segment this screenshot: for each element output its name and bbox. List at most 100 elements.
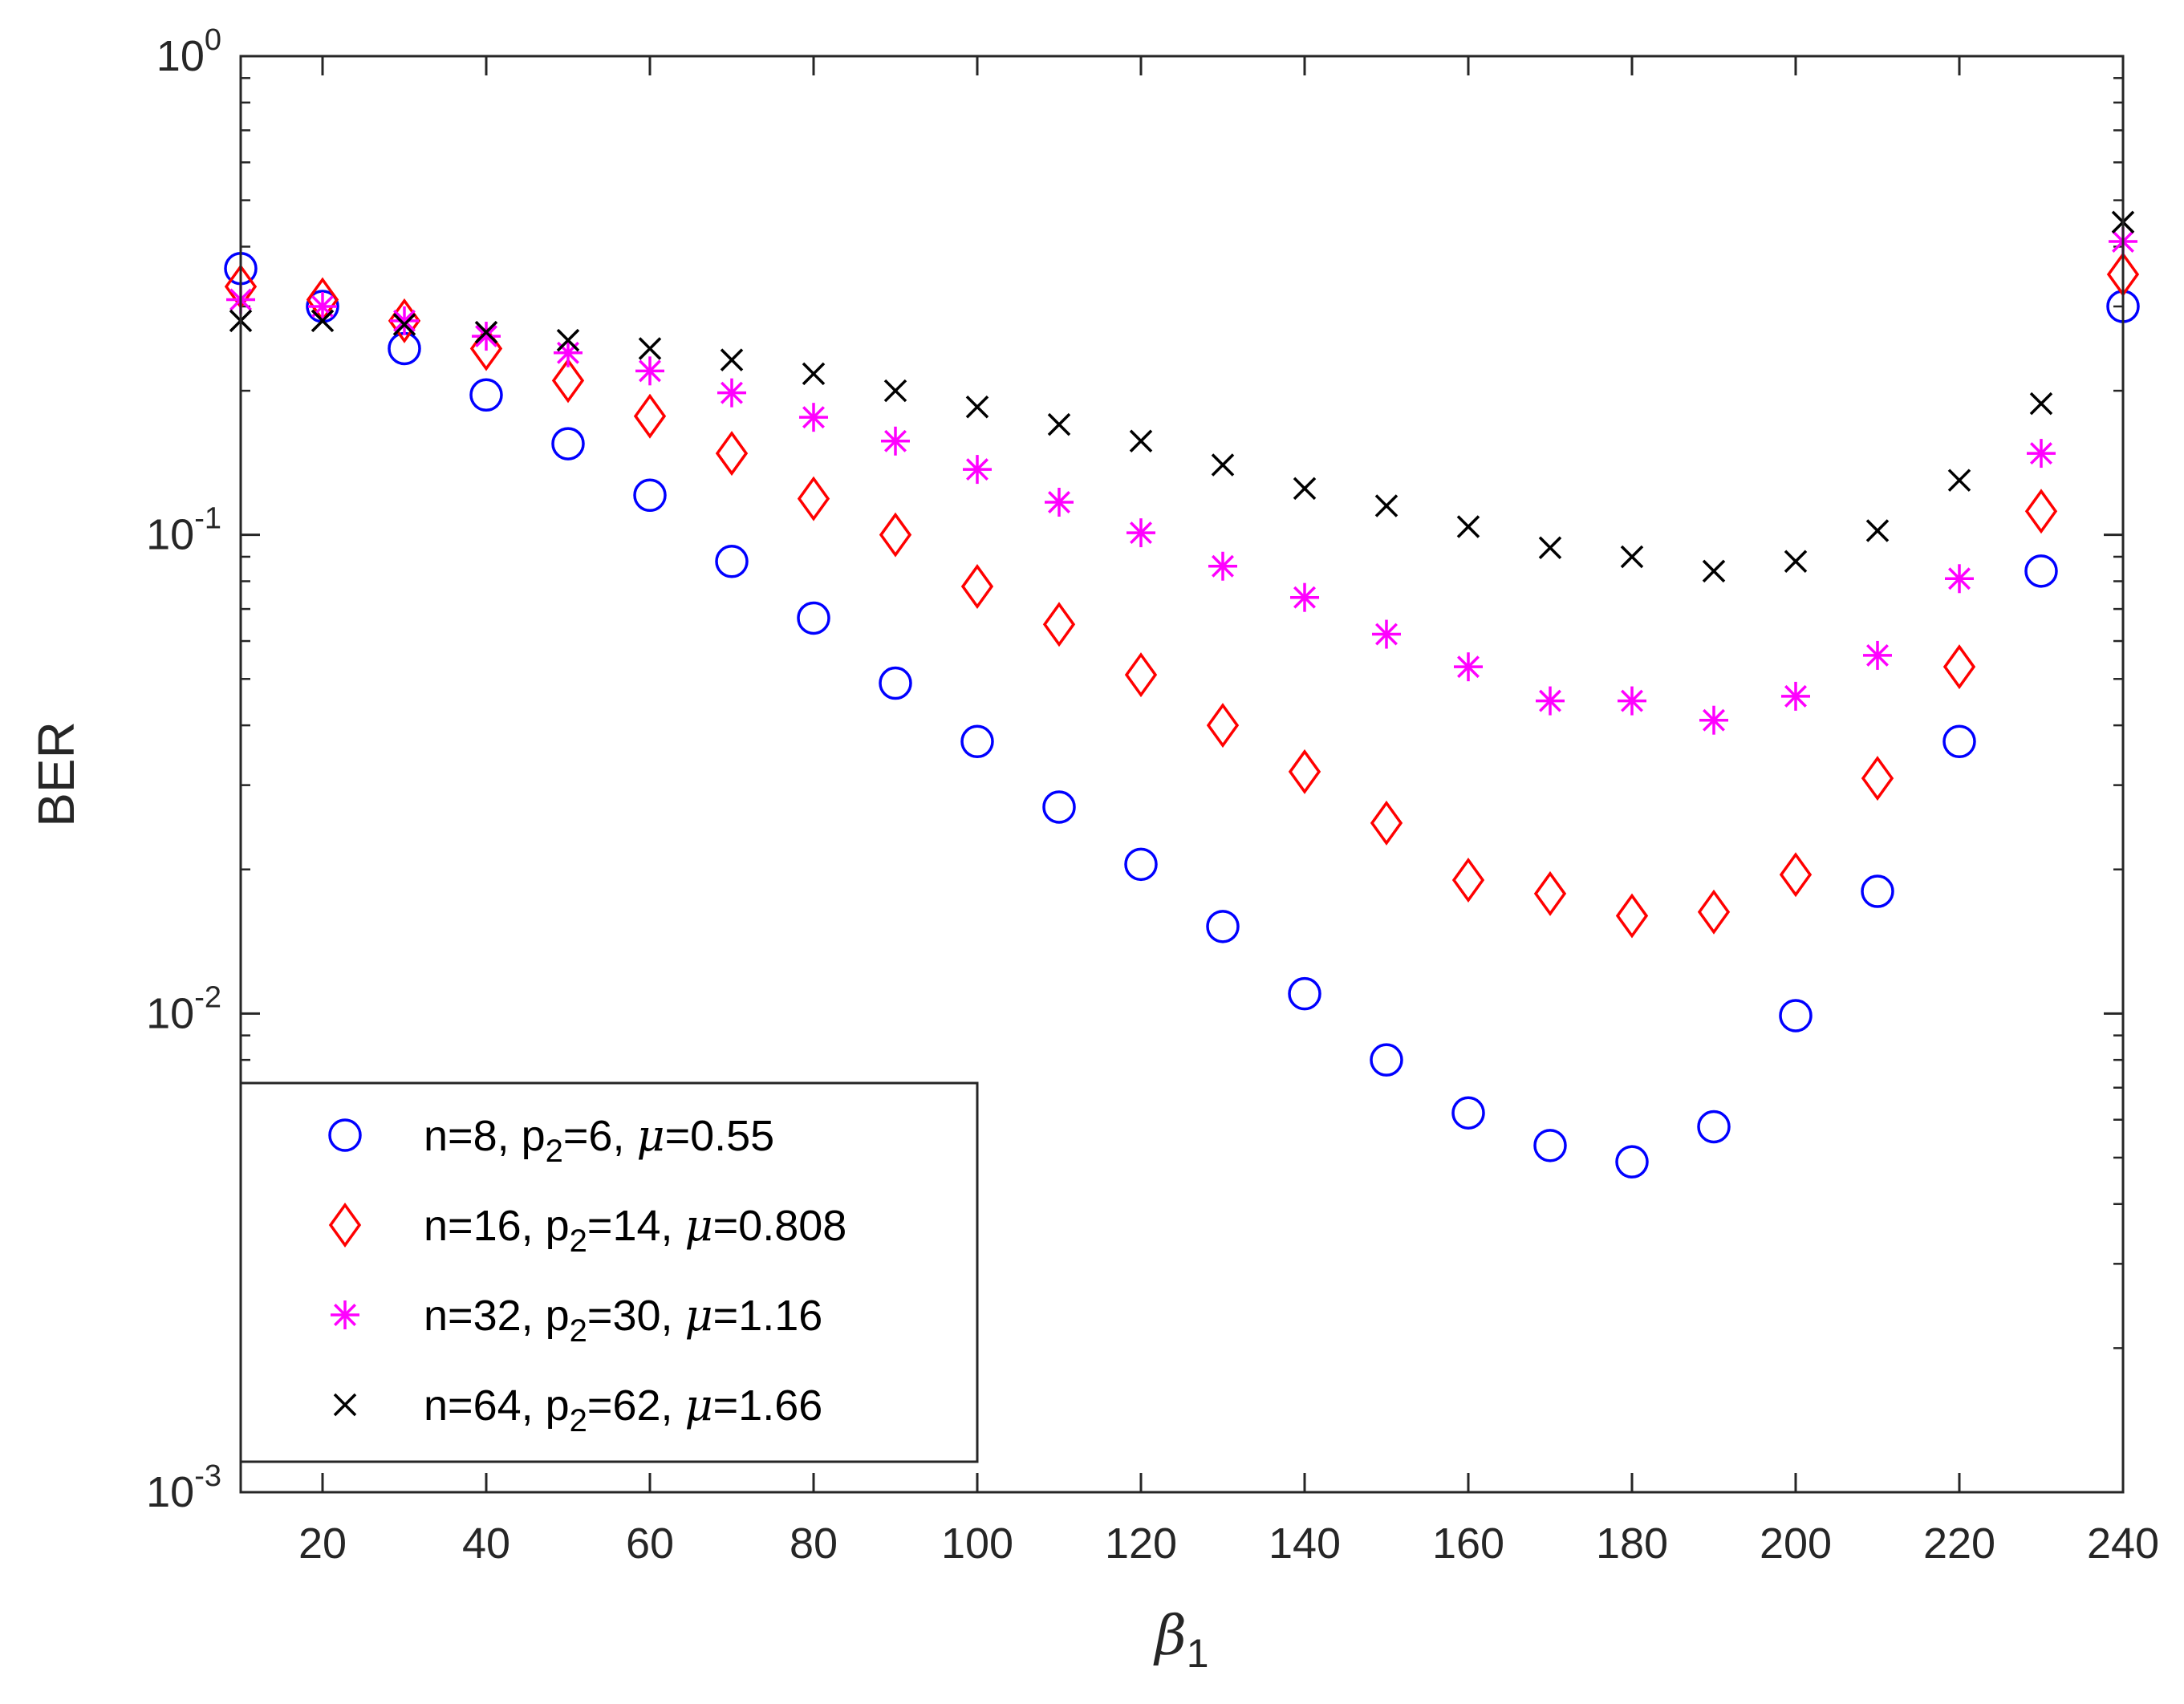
data-point-circle [1615,1145,1649,1179]
data-point-circle [1861,874,1894,908]
data-point-asterisk-stroke [884,429,907,452]
data-point-asterisk [717,378,746,408]
data-point-circle [1124,847,1158,882]
legend-label-mu: μ [685,1380,713,1430]
data-point-cross-stroke [1702,559,1726,583]
legend-label-post: =0.808 [713,1202,847,1250]
data-point-cross [1538,536,1562,559]
data-point-cross-stroke [1456,515,1480,538]
data-point-asterisk [799,403,828,432]
legend-items: n=8, p2=6, μ=0.55n=16, p2=14, μ=0.808n=3… [328,1110,846,1438]
data-point-cross-stroke [1374,494,1398,517]
data-point-asterisk-stroke [1457,655,1480,679]
data-point-cross-stroke [474,320,498,344]
legend-label-sub: 2 [570,1403,587,1438]
data-point-asterisk-stroke [1703,708,1725,732]
data-point-cross-stroke [638,337,662,360]
x-tick-label: 60 [626,1519,674,1568]
legend-label-sub: 2 [570,1313,587,1349]
data-point-circle [551,427,585,460]
legend: n=8, p2=6, μ=0.55n=16, p2=14, μ=0.808n=3… [239,1081,979,1463]
data-point-diamond [879,512,912,558]
data-point-cross-stroke [720,348,744,371]
data-point-asterisk [1536,686,1565,716]
data-point-cross [1293,477,1317,501]
data-point-asterisk [2027,439,2056,469]
data-point-asterisk-stroke [2030,442,2052,465]
data-point-cross [1865,519,1890,542]
data-point-asterisk [1781,681,1810,711]
x-axis-label: β1 [1152,1605,1208,1676]
x-tick-label: 240 [2087,1519,2159,1568]
y-tick-label: 10-2 [146,980,221,1037]
y-tick-label-base: 10 [146,1468,194,1516]
data-point-cross-stroke [883,379,907,403]
data-point-asterisk-stroke [1539,689,1561,712]
y-tick-label-exponent: -2 [194,980,221,1014]
data-point-cross [802,362,826,386]
data-point-circle [1451,1096,1485,1130]
legend-label-mu: μ [636,1110,664,1161]
y-tick-label-exponent: -3 [194,1459,221,1493]
data-point-diamond [1370,800,1403,846]
legend-label-pre: n=64, p [424,1381,570,1430]
data-point-cross-stroke [1293,477,1317,501]
data-point-asterisk-stroke [966,458,988,481]
data-point-cross [2029,392,2053,416]
data-point-asterisk-stroke [1948,567,1971,590]
legend-label-pre: n=16, p [424,1202,570,1250]
data-point-diamond [715,431,749,477]
data-point-asterisk-stroke [475,325,497,348]
data-point-cross-stroke [311,309,335,333]
y-axis-label: BER [27,721,85,827]
data-series [224,210,2140,1179]
data-point-asterisk-stroke [1293,586,1316,609]
data-point-diamond [1288,749,1321,794]
data-point-asterisk [1290,582,1319,612]
data-point-diamond [1451,858,1485,903]
data-point-cross-stroke [392,313,416,336]
x-tick-label: 220 [1923,1519,1995,1568]
data-point-asterisk [1699,705,1728,735]
legend-label-mu: μ [685,1290,713,1341]
data-point-diamond [1533,870,1567,916]
legend-label-pre: n=32, p [424,1292,570,1340]
data-point-cross [311,309,335,333]
x-tick-label: 100 [941,1519,1013,1568]
data-point-circle [469,378,503,412]
legend-label: n=16, p2=14, μ=0.808 [424,1200,846,1259]
data-point-circle [960,724,994,759]
data-point-cross-stroke [1784,550,1808,574]
data-point-diamond [1861,756,1894,801]
legend-label-mid: =30, [587,1292,685,1340]
data-point-asterisk [1045,487,1074,517]
data-point-asterisk [1127,518,1155,548]
legend-label-post: =0.55 [665,1112,775,1160]
y-tick-label-base: 10 [146,511,194,559]
data-point-asterisk-stroke [1048,491,1070,513]
y-tick-label: 100 [156,23,221,80]
legend-marker-asterisk-stroke [334,1304,356,1326]
y-tick-label: 10-3 [146,1459,221,1516]
data-point-cross-stroke [1538,536,1562,559]
data-point-cross [556,328,580,352]
data-point-cross [1129,429,1153,453]
data-point-asterisk [472,322,501,351]
data-point-asterisk [390,306,419,335]
y-tick-label-base: 10 [156,32,205,80]
data-point-cross [1374,494,1398,517]
data-point-cross-stroke [1047,412,1071,436]
data-point-diamond [1697,889,1731,935]
data-point-cross [1784,550,1808,574]
data-point-cross [720,348,744,371]
data-point-asterisk-stroke [393,309,416,332]
x-tick-label: 140 [1269,1519,1341,1568]
data-point-cross-stroke [1947,469,1971,492]
data-point-cross [965,396,989,419]
data-point-diamond [1124,652,1158,698]
data-point-diamond [1942,644,1976,690]
data-point-asterisk-stroke [1375,623,1398,646]
legend-marker-diamond [328,1203,362,1248]
data-point-asterisk [554,338,583,367]
